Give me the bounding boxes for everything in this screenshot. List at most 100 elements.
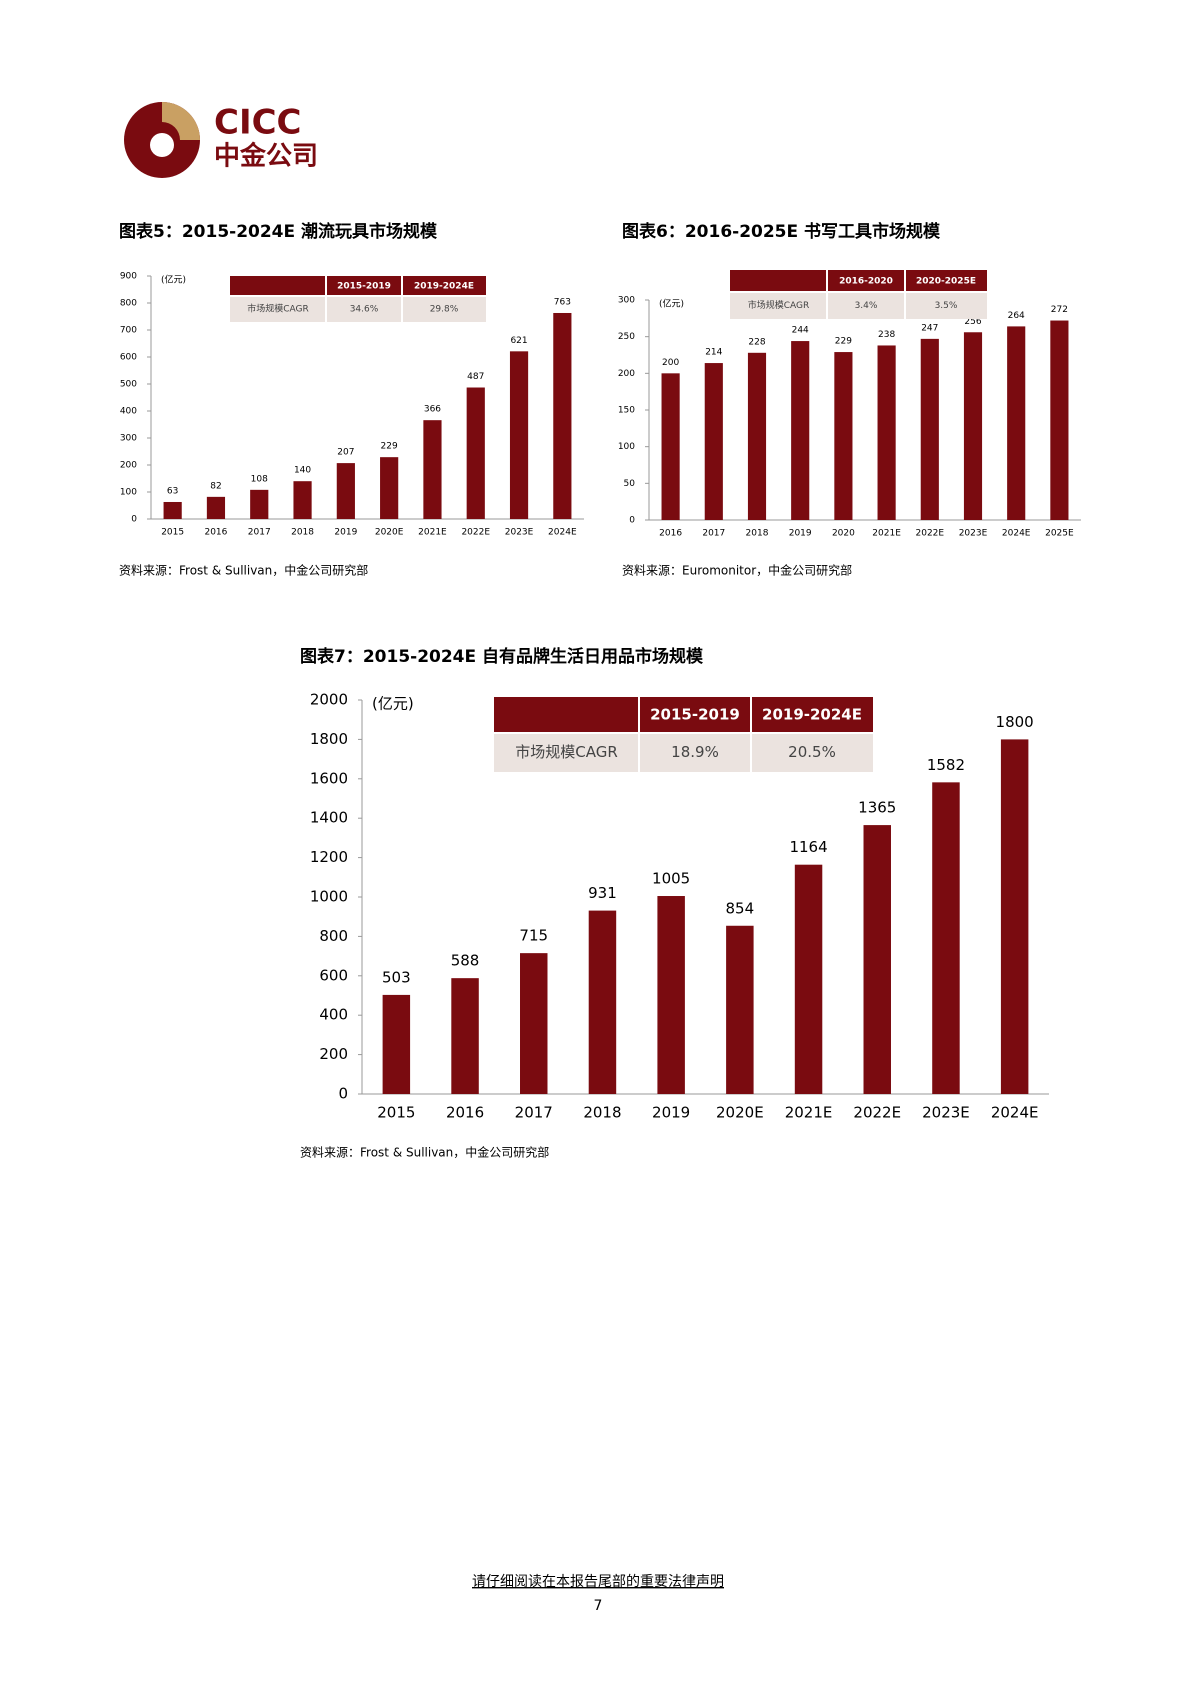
value-label: 1365 bbox=[858, 799, 896, 817]
value-label: 229 bbox=[381, 442, 398, 452]
bar bbox=[509, 351, 529, 519]
x-tick-label: 2022E bbox=[916, 529, 945, 539]
page-number: 7 bbox=[594, 1598, 603, 1614]
table-cell: 3.4% bbox=[855, 301, 878, 311]
bar bbox=[1050, 320, 1069, 520]
source: 资料来源：Frost & Sullivan，中金公司研究部 bbox=[300, 1145, 549, 1160]
value-label: 487 bbox=[467, 372, 484, 382]
x-tick-label: 2016 bbox=[446, 1104, 484, 1122]
x-tick-label: 2016 bbox=[204, 528, 227, 538]
x-tick-label: 2020 bbox=[832, 529, 855, 539]
y-tick-label: 800 bbox=[319, 927, 348, 945]
x-tick-label: 2019 bbox=[789, 529, 812, 539]
bar bbox=[791, 341, 810, 520]
bar bbox=[1000, 739, 1029, 1094]
bar bbox=[963, 332, 983, 520]
table-row-label: 市场规模CAGR bbox=[247, 303, 309, 315]
bar bbox=[1007, 326, 1026, 520]
y-tick-label: 1200 bbox=[310, 848, 348, 866]
y-tick-label: 50 bbox=[624, 479, 636, 489]
table-cell: 18.9% bbox=[671, 743, 719, 761]
table-header-cell: 2015-2019 bbox=[337, 282, 391, 292]
y-tick-label: 0 bbox=[338, 1085, 348, 1103]
table-row bbox=[230, 296, 486, 322]
value-label: 1582 bbox=[927, 756, 965, 774]
y-tick-label: 1600 bbox=[310, 769, 348, 787]
value-label: 108 bbox=[251, 474, 268, 484]
value-label: 763 bbox=[554, 297, 571, 307]
bar bbox=[380, 457, 399, 519]
x-tick-label: 2024E bbox=[991, 1104, 1039, 1122]
value-label: 238 bbox=[878, 330, 895, 340]
table-cell: 34.6% bbox=[350, 305, 379, 315]
y-tick-label: 200 bbox=[120, 461, 137, 471]
value-label: 244 bbox=[792, 326, 809, 336]
bar bbox=[747, 352, 767, 520]
x-tick-label: 2017 bbox=[515, 1104, 553, 1122]
table-cell: 3.5% bbox=[935, 301, 958, 311]
bar bbox=[293, 481, 312, 519]
y-tick-label: 1800 bbox=[310, 730, 348, 748]
bar bbox=[863, 825, 891, 1094]
table-header bbox=[494, 697, 873, 733]
logo-hole bbox=[150, 133, 174, 157]
bar bbox=[726, 925, 754, 1094]
y-axis-label: (亿元) bbox=[161, 274, 186, 286]
table-header-cell: 2016-2020 bbox=[839, 277, 893, 287]
x-tick-label: 2023E bbox=[959, 529, 988, 539]
x-tick-label: 2022E bbox=[853, 1104, 901, 1122]
value-label: 140 bbox=[294, 466, 311, 476]
logo-accent bbox=[162, 102, 200, 140]
value-label: 207 bbox=[337, 448, 354, 458]
bar bbox=[932, 782, 960, 1094]
bar bbox=[382, 994, 411, 1094]
y-tick-label: 200 bbox=[618, 369, 635, 379]
table-row-label: 市场规模CAGR bbox=[515, 743, 618, 761]
value-label: 200 bbox=[662, 358, 679, 368]
value-label: 214 bbox=[705, 348, 722, 358]
x-tick-label: 2018 bbox=[583, 1104, 621, 1122]
value-label: 588 bbox=[451, 952, 480, 970]
value-label: 503 bbox=[382, 968, 411, 986]
value-label: 264 bbox=[1008, 311, 1025, 321]
value-label: 247 bbox=[921, 323, 938, 333]
y-tick-label: 0 bbox=[629, 516, 635, 526]
value-label: 63 bbox=[167, 486, 178, 496]
value-label: 931 bbox=[588, 884, 617, 902]
value-label: 1005 bbox=[652, 870, 690, 888]
bar bbox=[520, 953, 548, 1094]
x-tick-label: 2015 bbox=[377, 1104, 415, 1122]
x-tick-label: 2023E bbox=[505, 528, 534, 538]
x-tick-label: 2021E bbox=[418, 528, 447, 538]
x-tick-label: 2022E bbox=[461, 528, 490, 538]
bar bbox=[336, 463, 355, 519]
x-tick-label: 2017 bbox=[248, 528, 271, 538]
value-label: 621 bbox=[510, 336, 527, 346]
y-tick-label: 2000 bbox=[310, 691, 348, 709]
table-header-cell: 2019-2024E bbox=[414, 282, 474, 292]
logo-text: CICC bbox=[214, 103, 302, 143]
y-tick-label: 400 bbox=[319, 1006, 348, 1024]
bar bbox=[423, 420, 442, 519]
table-row bbox=[730, 292, 987, 319]
value-label: 1164 bbox=[789, 838, 827, 856]
bar bbox=[661, 373, 680, 520]
x-tick-label: 2025E bbox=[1045, 529, 1074, 539]
bar bbox=[163, 501, 182, 519]
bar bbox=[794, 864, 823, 1094]
y-tick-label: 250 bbox=[618, 332, 635, 342]
bar bbox=[588, 910, 617, 1094]
bar bbox=[920, 338, 939, 520]
x-tick-label: 2024E bbox=[1002, 529, 1031, 539]
x-tick-label: 2019 bbox=[334, 528, 357, 538]
table-header-cell: 2019-2024E bbox=[762, 706, 862, 724]
value-label: 1800 bbox=[996, 713, 1034, 731]
x-tick-label: 2020E bbox=[716, 1104, 764, 1122]
y-tick-label: 150 bbox=[618, 406, 635, 416]
y-tick-label: 400 bbox=[120, 407, 137, 417]
y-tick-label: 500 bbox=[120, 380, 137, 390]
y-tick-label: 600 bbox=[120, 353, 137, 363]
value-label: 256 bbox=[964, 317, 981, 327]
table-row bbox=[494, 733, 873, 772]
y-tick-label: 1400 bbox=[310, 809, 348, 827]
